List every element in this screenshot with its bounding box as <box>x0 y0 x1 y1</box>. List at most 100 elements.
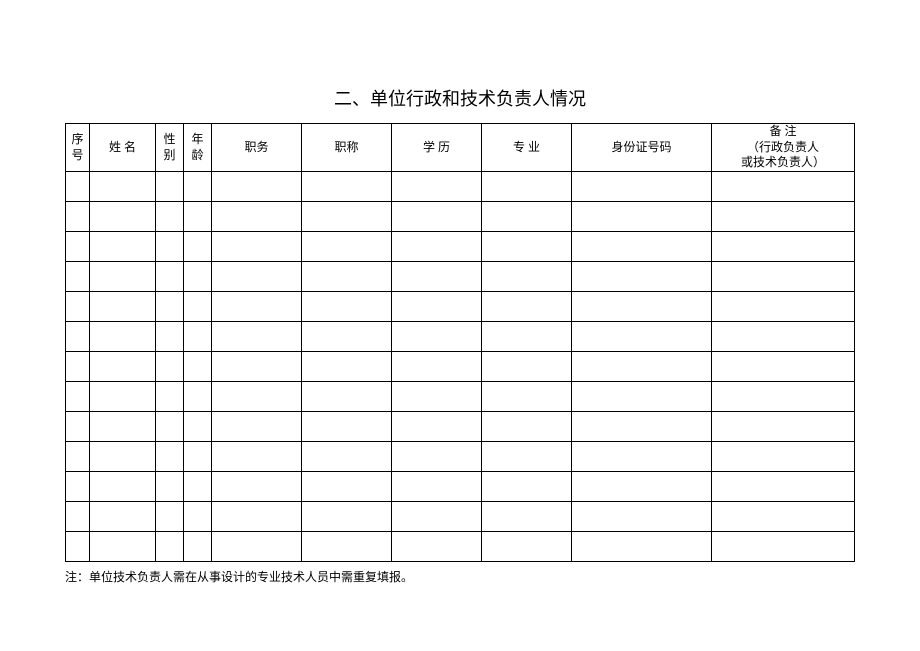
table-cell <box>156 442 184 472</box>
table-cell <box>302 472 392 502</box>
table-cell <box>572 532 712 562</box>
table-cell <box>156 352 184 382</box>
table-cell <box>66 262 90 292</box>
table-cell <box>184 352 212 382</box>
table-cell <box>90 322 156 352</box>
table-cell <box>572 292 712 322</box>
table-cell <box>66 202 90 232</box>
table-cell <box>212 202 302 232</box>
table-cell <box>212 472 302 502</box>
table-cell <box>66 412 90 442</box>
table-cell <box>712 322 855 352</box>
table-cell <box>156 532 184 562</box>
header-title: 职称 <box>302 124 392 172</box>
table-cell <box>184 472 212 502</box>
table-cell <box>90 532 156 562</box>
header-sex-text: 性 别 <box>163 132 175 162</box>
table-cell <box>572 382 712 412</box>
table-cell <box>212 502 302 532</box>
table-cell <box>572 472 712 502</box>
table-cell <box>156 322 184 352</box>
table-cell <box>302 352 392 382</box>
header-edu: 学 历 <box>392 124 482 172</box>
table-cell <box>156 292 184 322</box>
table-cell <box>392 412 482 442</box>
table-cell <box>482 382 572 412</box>
table-cell <box>572 262 712 292</box>
table-cell <box>712 442 855 472</box>
table-row <box>66 322 855 352</box>
table-cell <box>302 232 392 262</box>
table-row <box>66 232 855 262</box>
table-header-row: 序 号 姓 名 性 别 年 龄 职务 职称 学 历 专 业 身份证号码 备 注 … <box>66 124 855 172</box>
table-cell <box>572 352 712 382</box>
table-cell <box>712 472 855 502</box>
table-cell <box>66 352 90 382</box>
table-cell <box>482 472 572 502</box>
header-remark-text: 备 注 （行政负责人 或技术负责人） <box>741 124 825 169</box>
header-age: 年 龄 <box>184 124 212 172</box>
table-cell <box>184 322 212 352</box>
table-cell <box>712 232 855 262</box>
table-cell <box>184 382 212 412</box>
table-row <box>66 532 855 562</box>
table-cell <box>392 382 482 412</box>
table-cell <box>482 202 572 232</box>
table-cell <box>482 232 572 262</box>
table-cell <box>212 382 302 412</box>
table-row <box>66 442 855 472</box>
table-cell <box>302 382 392 412</box>
table-cell <box>712 502 855 532</box>
table-cell <box>572 442 712 472</box>
header-name: 姓 名 <box>90 124 156 172</box>
table-cell <box>392 502 482 532</box>
table-cell <box>184 232 212 262</box>
table-cell <box>66 472 90 502</box>
table-cell <box>392 532 482 562</box>
table-row <box>66 262 855 292</box>
table-cell <box>392 232 482 262</box>
document-page: 二、单位行政和技术负责人情况 序 号 姓 名 性 别 年 龄 职务 职称 学 历 <box>0 0 920 585</box>
table-cell <box>212 532 302 562</box>
table-cell <box>212 232 302 262</box>
table-cell <box>392 322 482 352</box>
table-cell <box>302 292 392 322</box>
table-body <box>66 172 855 562</box>
table-cell <box>212 352 302 382</box>
table-cell <box>302 412 392 442</box>
table-cell <box>156 502 184 532</box>
table-cell <box>90 442 156 472</box>
table-cell <box>712 292 855 322</box>
table-cell <box>184 262 212 292</box>
table-cell <box>572 502 712 532</box>
table-cell <box>482 442 572 472</box>
table-cell <box>156 382 184 412</box>
header-seq-line1: 序 号 <box>71 132 83 162</box>
table-cell <box>712 532 855 562</box>
table-cell <box>66 502 90 532</box>
table-row <box>66 292 855 322</box>
table-cell <box>90 472 156 502</box>
header-id: 身份证号码 <box>572 124 712 172</box>
header-major: 专 业 <box>482 124 572 172</box>
table-cell <box>212 262 302 292</box>
table-cell <box>156 232 184 262</box>
table-cell <box>90 172 156 202</box>
table-cell <box>90 412 156 442</box>
table-cell <box>392 442 482 472</box>
table-cell <box>66 532 90 562</box>
table-cell <box>156 202 184 232</box>
table-cell <box>712 262 855 292</box>
table-cell <box>66 172 90 202</box>
table-row <box>66 472 855 502</box>
table-cell <box>156 472 184 502</box>
table-cell <box>184 412 212 442</box>
table-cell <box>184 442 212 472</box>
table-cell <box>302 502 392 532</box>
table-cell <box>212 292 302 322</box>
header-age-text: 年 龄 <box>191 132 203 162</box>
table-cell <box>90 382 156 412</box>
footnote: 注：单位技术负责人需在从事设计的专业技术人员中需重复填报。 <box>65 568 855 585</box>
table-cell <box>156 412 184 442</box>
table-cell <box>302 262 392 292</box>
